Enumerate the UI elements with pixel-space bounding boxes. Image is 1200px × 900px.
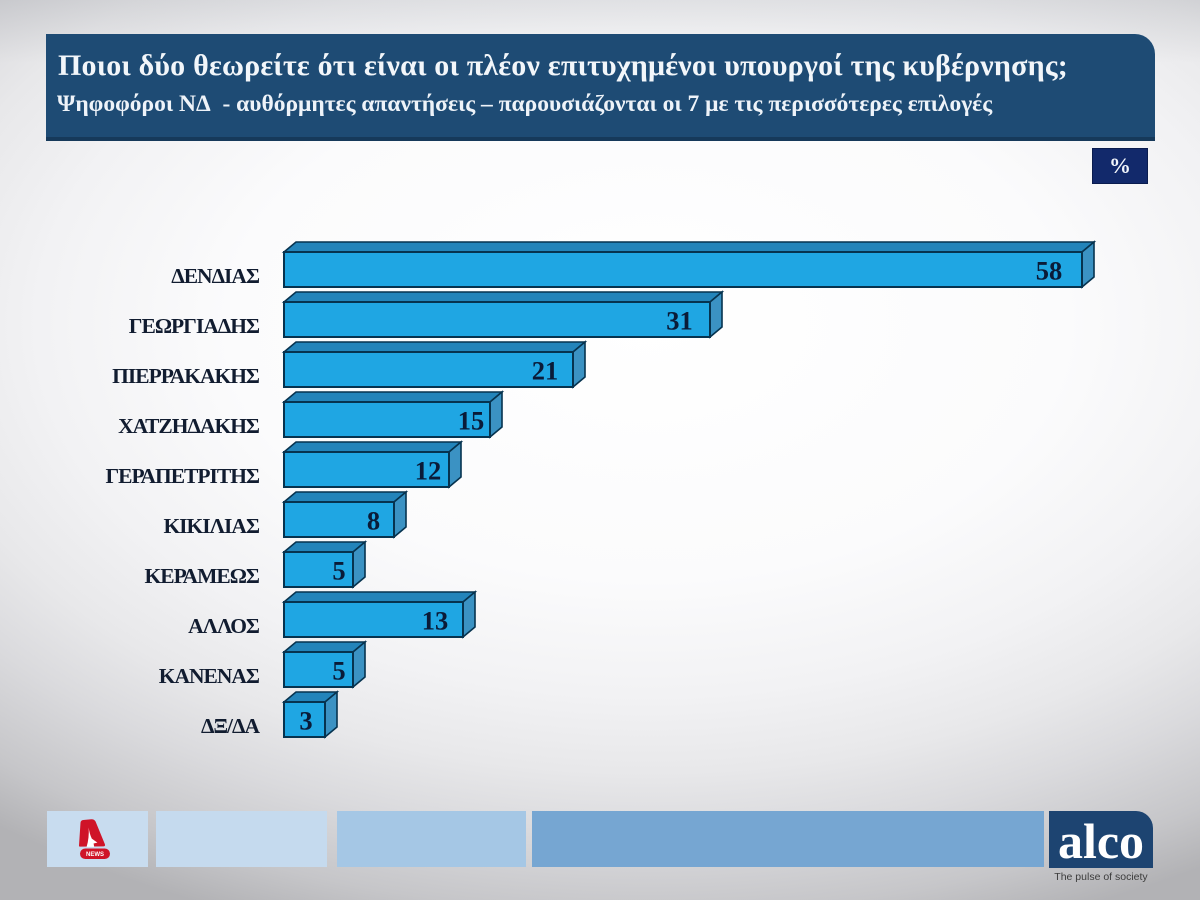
- svg-text:ΔΞ/ΔΑ: ΔΞ/ΔΑ: [201, 714, 260, 738]
- svg-text:5: 5: [332, 656, 345, 686]
- svg-text:31: 31: [666, 306, 693, 336]
- svg-text:NEWS: NEWS: [86, 852, 104, 858]
- svg-text:ΑΛΛΟΣ: ΑΛΛΟΣ: [188, 614, 260, 638]
- svg-text:8: 8: [367, 506, 380, 536]
- svg-text:15: 15: [458, 406, 485, 436]
- svg-text:ΚΙΚΙΛΙΑΣ: ΚΙΚΙΛΙΑΣ: [163, 514, 259, 538]
- svg-text:ΚΕΡΑΜΕΩΣ: ΚΕΡΑΜΕΩΣ: [145, 564, 260, 588]
- svg-text:ΠΙΕΡΡΑΚΑΚΗΣ: ΠΙΕΡΡΑΚΑΚΗΣ: [112, 364, 260, 388]
- svg-text:ΧΑΤΖΗΔΑΚΗΣ: ΧΑΤΖΗΔΑΚΗΣ: [118, 414, 260, 438]
- svg-text:5: 5: [332, 556, 345, 586]
- svg-text:ΓΕΩΡΓΙΑΔΗΣ: ΓΕΩΡΓΙΑΔΗΣ: [129, 314, 260, 338]
- svg-text:ΚΑΝΕΝΑΣ: ΚΑΝΕΝΑΣ: [159, 664, 260, 688]
- svg-text:21: 21: [532, 356, 559, 386]
- svg-text:12: 12: [415, 456, 442, 486]
- svg-text:ΔΕΝΔΙΑΣ: ΔΕΝΔΙΑΣ: [171, 264, 260, 288]
- svg-text:58: 58: [1036, 256, 1063, 286]
- svg-text:13: 13: [422, 606, 449, 636]
- svg-text:3: 3: [299, 706, 312, 736]
- svg-text:ΓΕΡΑΠΕΤΡΙΤΗΣ: ΓΕΡΑΠΕΤΡΙΤΗΣ: [105, 464, 259, 488]
